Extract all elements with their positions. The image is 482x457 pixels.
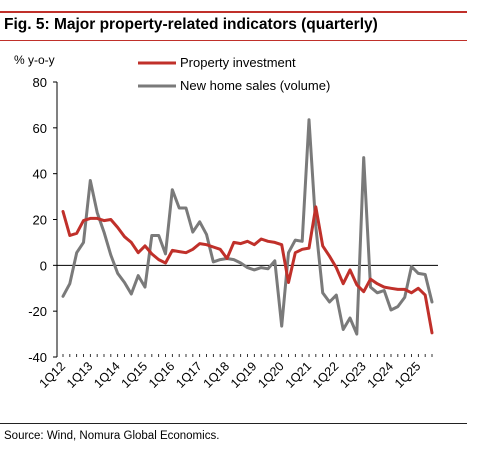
x-tick-label: 1Q23 [337,359,369,391]
y-axis-label: % y-o-y [14,53,55,67]
y-tick-label: 40 [33,167,47,182]
x-tick-label: 1Q19 [228,359,260,391]
y-tick-label: 80 [33,75,47,90]
chart-legend: Property investment New home sales (volum… [138,55,330,93]
x-tick-label: 1Q17 [173,359,205,391]
legend-label-new-home-sales-volume: New home sales (volume) [180,78,330,93]
y-tick-label: -40 [28,350,47,365]
line-chart: % y-o-y 806040200-20-401Q121Q131Q141Q151… [14,53,438,391]
y-tick-label: 60 [33,121,47,136]
series-line-new-home-sales-volume [61,118,434,336]
series-line-property-investment [61,205,434,335]
top-rule [0,11,467,13]
legend-label-property-investment: Property investment [180,55,296,70]
x-tick-label: 1Q22 [310,359,342,391]
series-layer [61,118,434,336]
y-tick-label: 0 [40,258,47,273]
y-tick-label: -20 [28,304,47,319]
source-note: Source: Wind, Nomura Global Economics. [4,430,220,442]
title-rule [0,40,467,41]
x-tick-label: 1Q25 [392,359,424,391]
y-tick-label: 20 [33,213,47,228]
x-tick-label: 1Q13 [64,359,96,391]
x-tick-label: 1Q20 [255,359,287,391]
x-tick-label: 1Q14 [91,359,123,391]
x-tick-label: 1Q18 [201,359,233,391]
chart-axes: 806040200-20-401Q121Q131Q141Q151Q161Q171… [28,75,438,391]
x-tick-label: 1Q24 [365,359,397,391]
x-tick-label: 1Q21 [283,359,315,391]
figure-title: Fig. 5: Major property-related indicator… [4,16,378,33]
bottom-rule [0,423,467,424]
x-tick-label: 1Q15 [119,359,151,391]
x-tick-label: 1Q16 [146,359,178,391]
